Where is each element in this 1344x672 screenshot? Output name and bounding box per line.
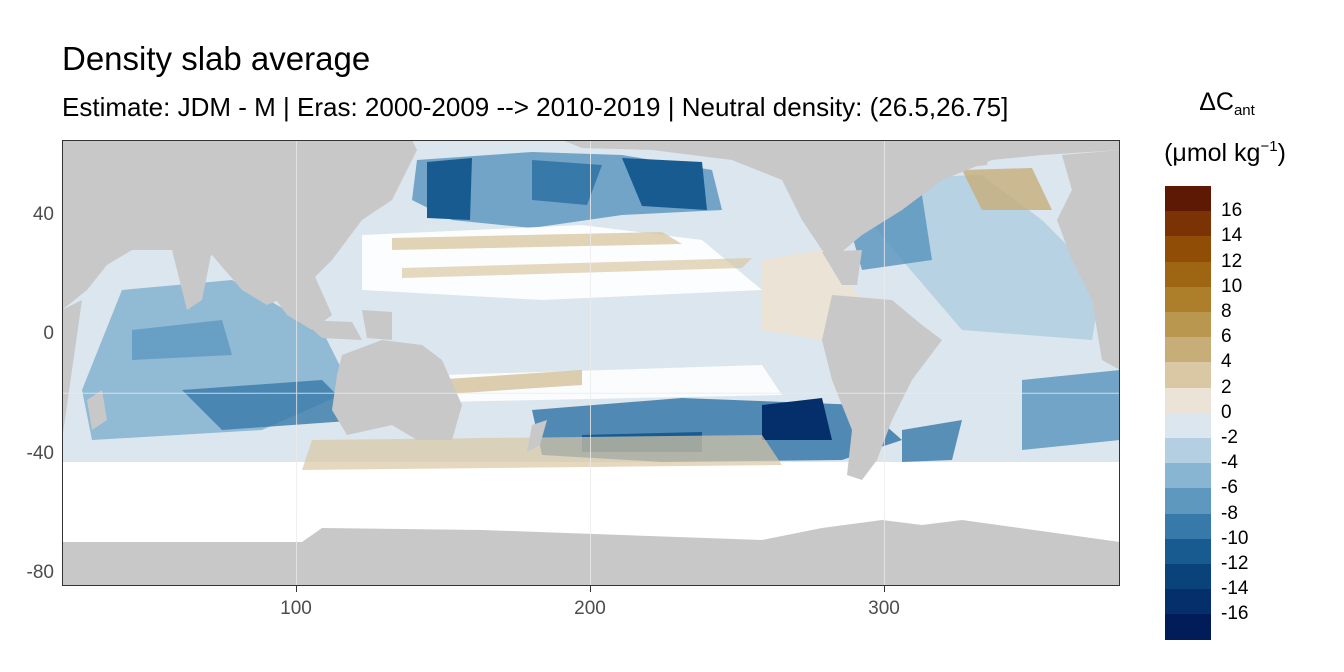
legend-swatch [1165,538,1211,565]
legend-swatch [1165,211,1211,237]
legend-swatch [1165,438,1211,464]
legend-unit-sup: −1 [1260,138,1278,155]
legend-unit: (μmol kg−1) [1160,138,1290,168]
legend-label: 14 [1221,225,1243,247]
y-tick-label-minus-80: -80 [26,562,54,583]
legend-swatch [1165,513,1211,540]
legend-swatch [1165,236,1211,263]
legend-label: -6 [1221,477,1238,499]
legend-swatch [1165,186,1211,212]
x-tick-label-300: 300 [868,598,900,619]
legend-swatch [1165,312,1211,338]
legend-swatch [1165,589,1211,615]
legend-title-sub: ant [1233,102,1255,119]
legend-label: -10 [1221,527,1249,549]
legend-swatch [1165,286,1211,313]
legend-swatch [1165,564,1211,590]
legend-unit-suffix: ) [1277,139,1286,167]
y-tick-label-0: 0 [43,323,54,344]
legend-swatch [1165,261,1211,288]
legend-title-main: ΔC [1199,88,1234,116]
legend-label: -16 [1221,603,1249,625]
legend-label: 4 [1221,351,1232,373]
legend-label: 0 [1221,401,1232,423]
legend-label: 12 [1221,250,1243,272]
x-tick-100 [296,586,297,592]
map-panel [62,140,1120,586]
chart-title: Density slab average [62,40,371,77]
legend-swatch [1165,488,1211,515]
x-tick-300 [884,586,885,592]
legend-swatch [1165,614,1211,641]
legend-label: -12 [1221,553,1249,574]
legend-swatch [1165,337,1211,363]
legend-label: -4 [1221,452,1238,474]
legend-label: 8 [1221,301,1232,322]
x-tick-label-100: 100 [280,598,312,619]
ocean-pattern [82,152,1120,470]
y-tick-label-minus-40: -40 [26,443,54,464]
x-tick-label-200: 200 [574,598,606,619]
legend-swatch [1165,362,1211,389]
legend-label: -2 [1221,427,1238,448]
panel-border [62,140,1120,586]
legend-label: 6 [1221,326,1232,348]
legend-swatch [1165,412,1211,439]
gridlines [62,140,1120,586]
legend-label: 2 [1221,376,1232,398]
legend-label: 10 [1221,275,1243,297]
legend-swatch [1165,387,1211,414]
legend-label: -8 [1221,502,1238,524]
legend-title: ΔCant [1162,88,1292,119]
x-tick-200 [590,586,591,592]
legend-label: -14 [1221,578,1249,600]
legend-unit-prefix: (μmol kg [1164,139,1261,167]
y-tick-label-40: 40 [32,204,54,225]
chart-subtitle: Estimate: JDM - M | Eras: 2000-2009 --> … [62,92,1009,122]
color-legend: 16 14 12 10 8 6 4 2 0 -2 -4 -6 -8 -10 -12 -14 -16 [1160,186,1300,646]
legend-label: 16 [1221,200,1243,222]
legend-swatch [1165,463,1211,489]
